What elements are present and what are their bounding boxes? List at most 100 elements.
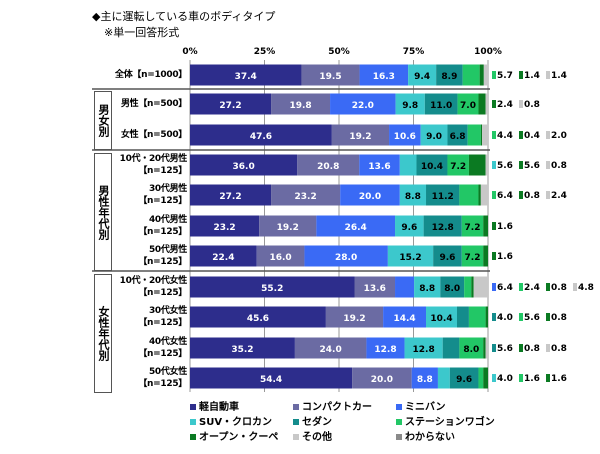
data-label: 9.6 (456, 375, 472, 385)
legend-item: ステーションワゴン (396, 413, 495, 428)
data-label: 6.4 (497, 283, 513, 293)
bar-segment (411, 367, 438, 389)
bar-segment (190, 276, 355, 298)
bar-segment (485, 93, 488, 115)
bar-segment (483, 215, 488, 237)
category-label-line: 【n=125】 (138, 379, 187, 389)
data-label-key (573, 283, 577, 291)
bar-segment (190, 154, 298, 176)
group-label: 男性年代別 (94, 153, 112, 271)
legend-label: その他 (302, 432, 332, 443)
data-label: 9.6 (439, 253, 455, 263)
bar-segment (190, 184, 272, 206)
legend-item: SUV・クロカン (190, 413, 272, 428)
bar-segment (447, 154, 469, 176)
data-label: 0.8 (524, 344, 540, 354)
data-label: 19.2 (349, 132, 371, 142)
category-label: 10代・20代男性 【n=125】 (119, 153, 188, 177)
data-label: 24.0 (320, 345, 342, 355)
category-label-line: 【n=125】 (138, 196, 187, 206)
bar-segment (387, 245, 434, 267)
bar-segment (459, 184, 479, 206)
data-label-key (519, 374, 523, 382)
data-label: 27.2 (219, 101, 241, 111)
bar-segment (399, 154, 417, 176)
bar-segment (467, 124, 481, 146)
legend-item: セダン (293, 413, 332, 428)
bar-segment (389, 124, 421, 146)
legend-item: コンパクトカー (293, 398, 372, 413)
data-label: 23.2 (295, 192, 317, 202)
bar-segment (440, 276, 465, 298)
data-label-key (546, 374, 550, 382)
data-label: 19.5 (319, 72, 341, 82)
data-label-key (546, 131, 550, 139)
legend-item: オープン・クーペ (190, 428, 278, 443)
bar-segment (479, 64, 484, 86)
bar-segment (190, 337, 295, 359)
data-label: 23.2 (213, 223, 235, 233)
bar-segment (383, 306, 427, 328)
data-label: 4.0 (497, 313, 513, 323)
category-label: 40代女性 【n=125】 (138, 336, 187, 360)
category-label: 30代男性 【n=125】 (138, 183, 187, 207)
data-label: 11.2 (432, 192, 454, 202)
bar-segment (473, 276, 488, 298)
bar-segment (408, 64, 437, 86)
category-label-line: 50代女性 (148, 367, 187, 377)
data-label-key (519, 100, 523, 108)
data-label-key (519, 191, 523, 199)
bar-segment (424, 93, 458, 115)
data-label: 19.8 (289, 101, 311, 111)
legend-swatch (293, 434, 299, 440)
category-label: 30代女性 【n=125】 (138, 305, 187, 329)
data-label: 4.8 (578, 283, 594, 293)
legend-label: オープン・クーペ (199, 432, 279, 443)
bar-segment (442, 337, 460, 359)
legend-label: 軽自動車 (199, 402, 239, 413)
data-label-key (492, 222, 496, 230)
data-label: 1.6 (551, 374, 567, 384)
bar-segment (354, 276, 396, 298)
bar-segment (485, 337, 488, 359)
category-label: 40代男性 【n=125】 (138, 214, 187, 238)
x-tick-label: 0% (182, 47, 197, 57)
data-label: 9.4 (414, 72, 430, 82)
data-label: 9.0 (426, 132, 442, 142)
category-label-line: 10代・20代男性 (119, 154, 188, 164)
bar-segment (482, 124, 488, 146)
data-label: 8.8 (417, 375, 433, 385)
data-label-key (492, 161, 496, 169)
bar-segment (404, 337, 443, 359)
data-label: 2.4 (497, 100, 513, 110)
legend-swatch (396, 404, 402, 410)
category-label-line: 50代男性 (148, 245, 187, 255)
data-label-key (519, 313, 523, 321)
category-label: 男性【n=500】 (121, 98, 187, 110)
legend-swatch (190, 404, 196, 410)
data-label-key (492, 374, 496, 382)
data-label: 1.6 (497, 222, 513, 232)
bar-segment (256, 245, 305, 267)
bar-segment (190, 367, 353, 389)
data-label: 9.6 (401, 223, 417, 233)
legend-swatch (190, 419, 196, 425)
category-label: 全体【n=1000】 (115, 69, 187, 81)
category-label-line: 30代女性 (148, 306, 187, 316)
data-label: 27.2 (219, 192, 241, 202)
data-label: 20.0 (371, 375, 393, 385)
data-label-key (546, 283, 550, 291)
bar-segment (190, 64, 302, 86)
bar-segment (190, 245, 257, 267)
legend-swatch (190, 434, 196, 440)
data-label: 1.4 (524, 71, 540, 81)
data-label-key (546, 71, 550, 79)
data-label-key (492, 313, 496, 321)
data-label-key (519, 71, 523, 79)
data-label-key (519, 283, 523, 291)
bar-segment (330, 93, 396, 115)
bar-segment (480, 184, 488, 206)
bar-segment (461, 215, 484, 237)
